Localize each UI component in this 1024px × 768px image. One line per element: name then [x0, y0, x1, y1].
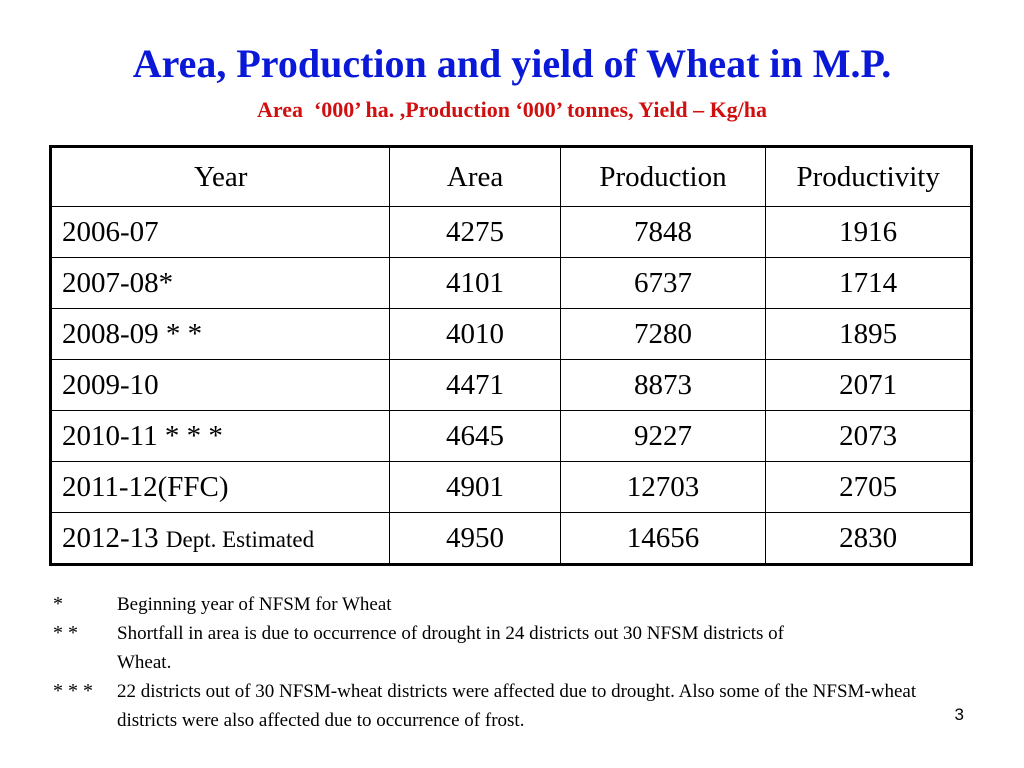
- year-cell: 2009-10: [49, 359, 391, 411]
- header-year: Year: [49, 146, 391, 207]
- footnote-mark: * * *: [53, 680, 93, 702]
- header-production: Production: [559, 146, 767, 207]
- table-row: 2008-09 * * 4010 7280 1895: [49, 308, 972, 360]
- productivity-cell: 2073: [765, 410, 972, 462]
- year-cell: 2010-11 * * *: [49, 410, 391, 462]
- year-label: 2008-09 * *: [62, 317, 203, 350]
- production-cell: 7848: [559, 206, 767, 258]
- year-label: 2009-10: [62, 368, 159, 401]
- year-label: 2012-13: [62, 521, 166, 554]
- table-row: 2010-11 * * * 4645 9227 2073: [49, 410, 972, 462]
- footnote: * Beginning year of NFSM for Wheat: [53, 590, 973, 619]
- footnote-text: Beginning year of NFSM for Wheat: [117, 594, 392, 615]
- production-cell: 14656: [559, 512, 767, 565]
- area-cell: 4275: [389, 206, 561, 258]
- table-row: 2006-07 4275 7848 1916: [49, 206, 972, 258]
- year-cell: 2006-07: [49, 206, 391, 258]
- footnote: * * * 22 districts out of 30 NFSM-wheat …: [53, 677, 973, 735]
- production-cell: 8873: [559, 359, 767, 411]
- wheat-data-table: Year Area Production Productivity 2006-0…: [49, 145, 973, 566]
- productivity-cell: 1714: [765, 257, 972, 309]
- table-row: 2007-08* 4101 6737 1714: [49, 257, 972, 309]
- header-area: Area: [389, 146, 561, 207]
- footnote-text: Shortfall in area is due to occurrence o…: [117, 623, 784, 673]
- year-note: Dept. Estimated: [165, 526, 315, 552]
- units-subtitle: Area ‘000’ ha. ,Production ‘000’ tonnes,…: [256, 97, 768, 122]
- year-cell: 2008-09 * *: [49, 308, 391, 360]
- year-cell: 2012-13 Dept. Estimated: [49, 512, 391, 565]
- table-header-row: Year Area Production Productivity: [49, 146, 972, 207]
- year-label: 2011-12(FFC): [62, 470, 229, 503]
- footnote-text: 22 districts out of 30 NFSM-wheat distri…: [117, 681, 917, 731]
- year-label: 2007-08*: [62, 266, 174, 299]
- year-cell: 2011-12(FFC): [49, 461, 391, 513]
- production-cell: 9227: [559, 410, 767, 462]
- table-row: 2012-13 Dept. Estimated 4950 14656 2830: [49, 512, 972, 565]
- header-productivity: Productivity: [765, 146, 972, 207]
- productivity-cell: 2705: [765, 461, 972, 513]
- area-cell: 4010: [389, 308, 561, 360]
- production-cell: 7280: [559, 308, 767, 360]
- table-row: 2009-10 4471 8873 2071: [49, 359, 972, 411]
- footnote-mark: * *: [53, 622, 78, 644]
- area-cell: 4101: [389, 257, 561, 309]
- year-label: 2010-11 * * *: [62, 419, 223, 452]
- area-cell: 4471: [389, 359, 561, 411]
- productivity-cell: 2830: [765, 512, 972, 565]
- footnote-mark: *: [53, 593, 63, 615]
- productivity-cell: 1895: [765, 308, 972, 360]
- area-cell: 4645: [389, 410, 561, 462]
- slide-title: Area, Production and yield of Wheat in M…: [132, 41, 892, 86]
- year-cell: 2007-08*: [49, 257, 391, 309]
- production-cell: 12703: [559, 461, 767, 513]
- table-row: 2011-12(FFC) 4901 12703 2705: [49, 461, 972, 513]
- productivity-cell: 2071: [765, 359, 972, 411]
- footnote: * * Shortfall in area is due to occurren…: [53, 619, 973, 677]
- area-cell: 4901: [389, 461, 561, 513]
- footnotes: * Beginning year of NFSM for Wheat * * S…: [53, 590, 973, 735]
- production-cell: 6737: [559, 257, 767, 309]
- area-cell: 4950: [389, 512, 561, 565]
- productivity-cell: 1916: [765, 206, 972, 258]
- year-label: 2006-07: [62, 215, 159, 248]
- page-number: 3: [954, 705, 964, 724]
